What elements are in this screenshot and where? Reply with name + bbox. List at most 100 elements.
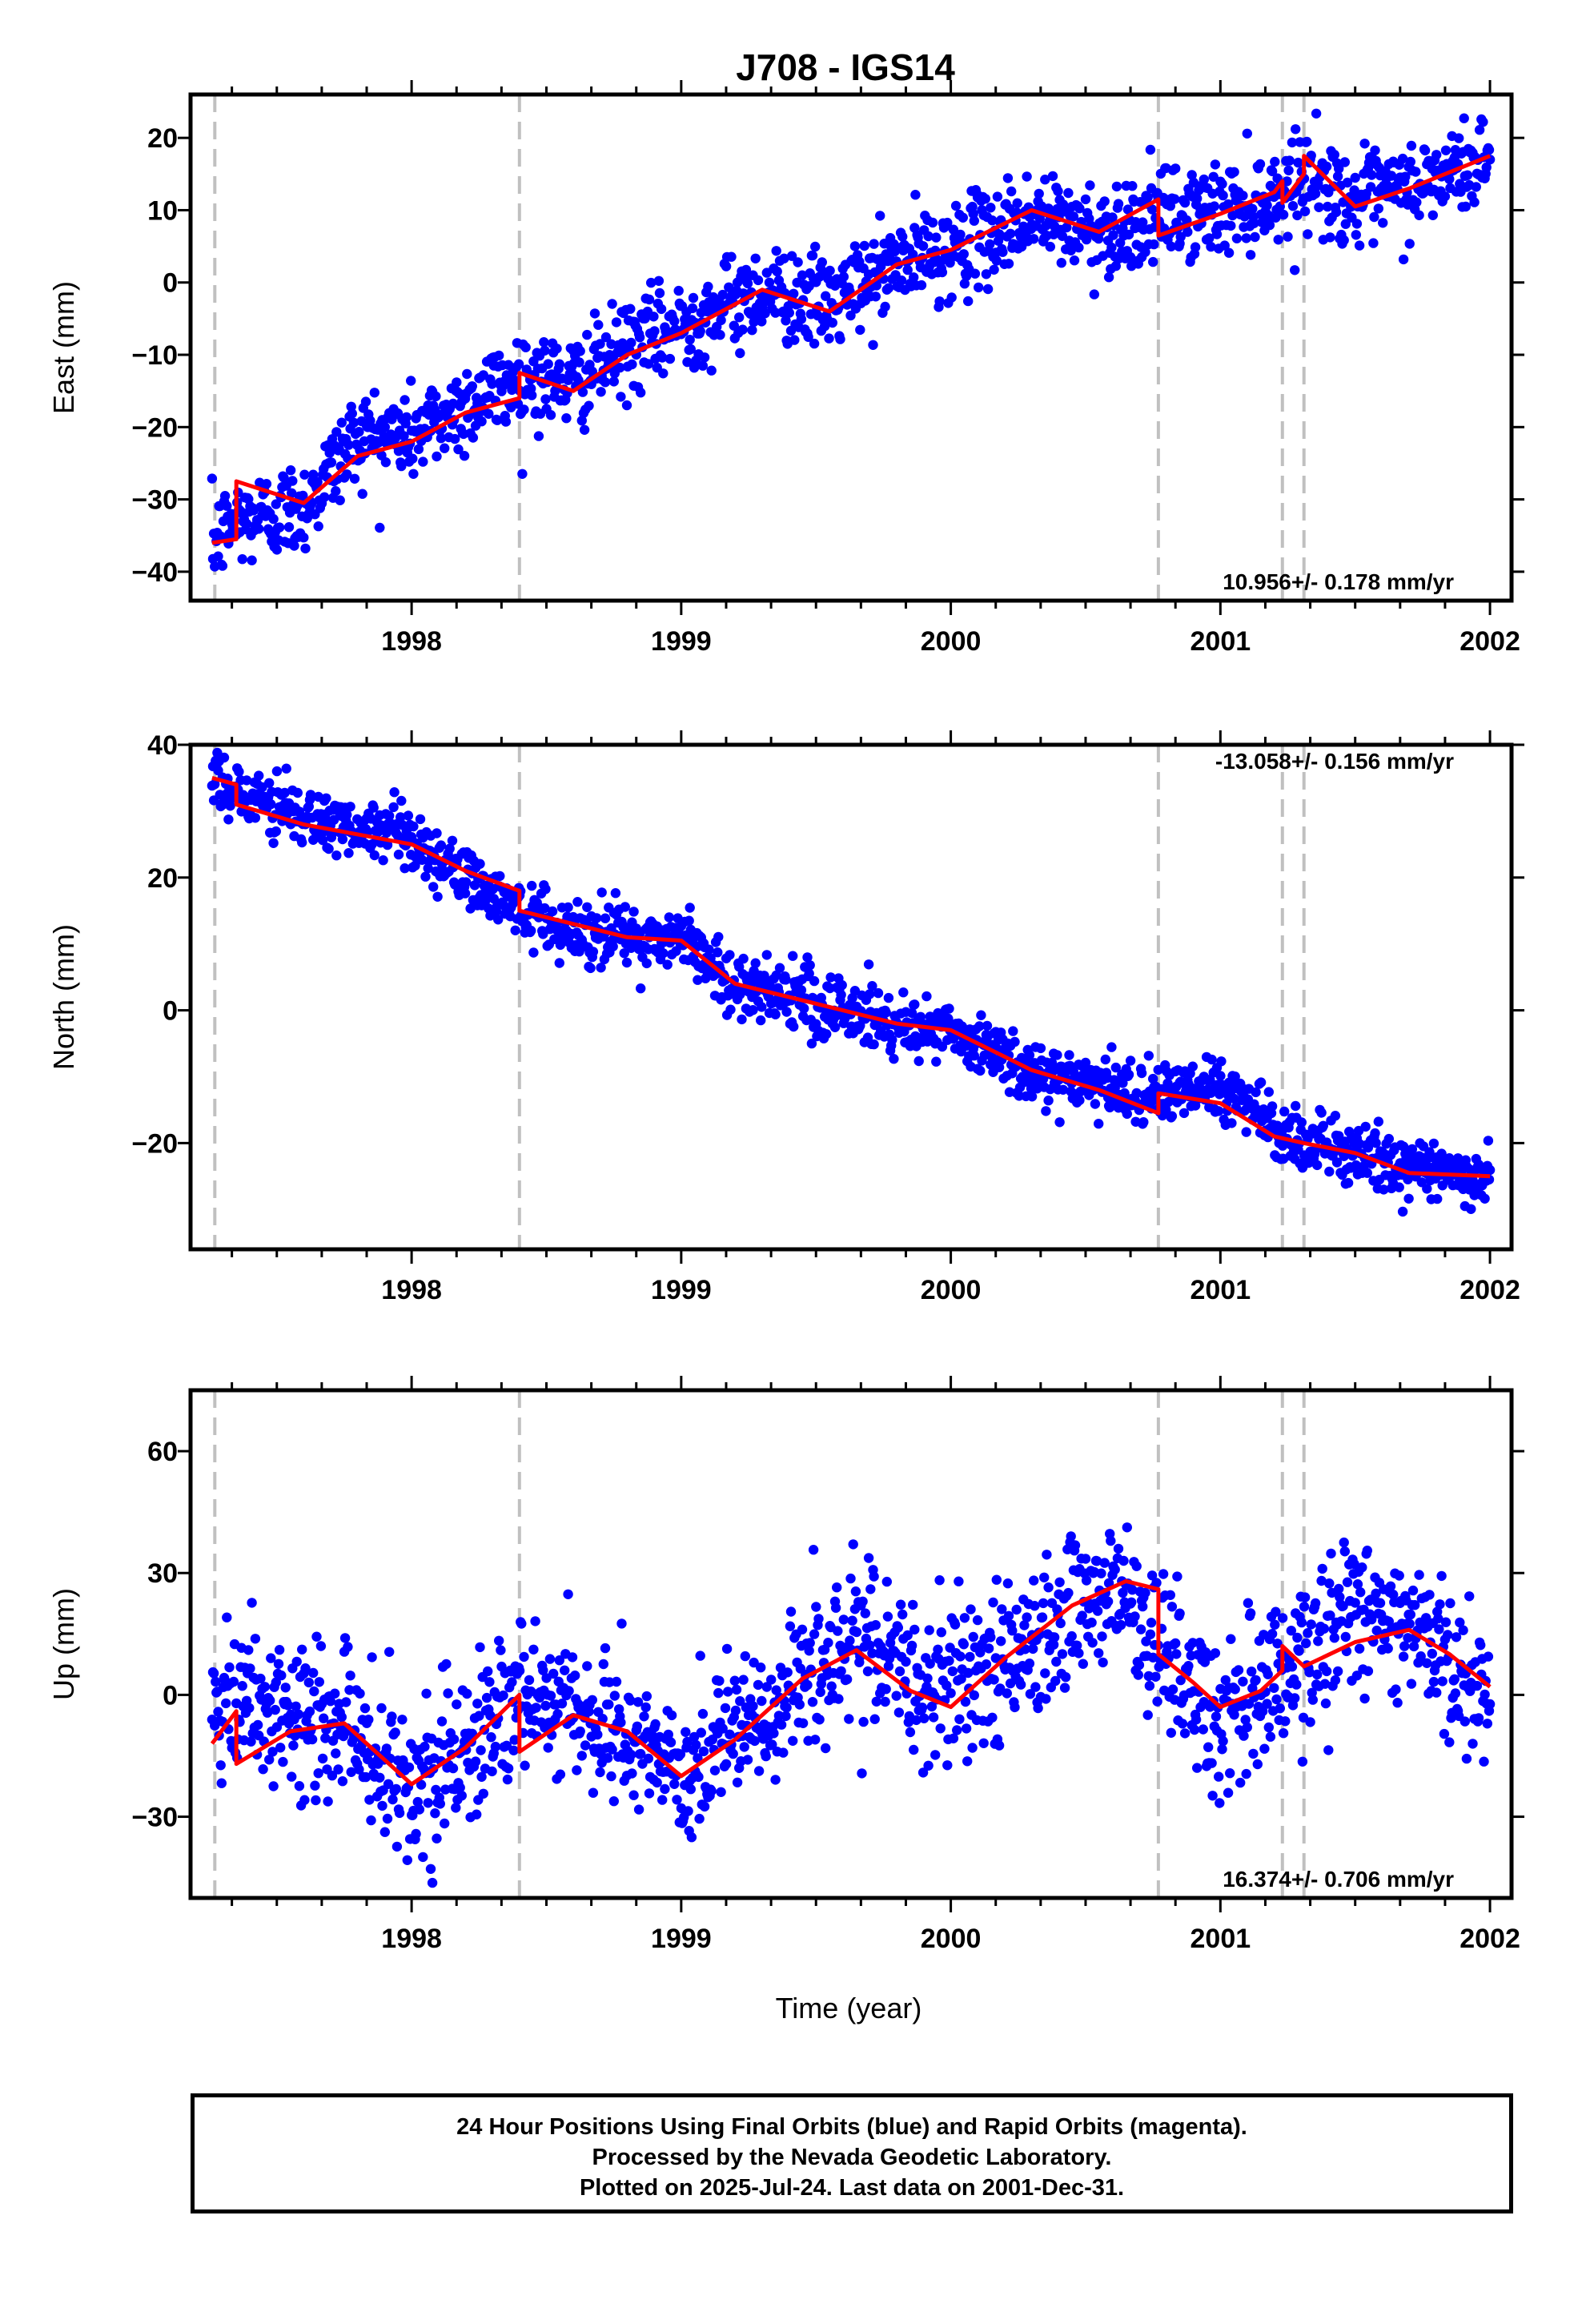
east-data-point — [268, 513, 279, 525]
up-data-point — [576, 1751, 587, 1761]
east-data-point — [648, 312, 659, 322]
up-data-point — [794, 1699, 805, 1710]
east-data-point — [319, 492, 330, 502]
east-data-point — [450, 433, 460, 444]
up-data-point — [563, 1589, 573, 1600]
north-data-point — [389, 787, 400, 798]
up-data-point — [865, 1640, 875, 1651]
up-data-point — [1482, 1719, 1493, 1729]
north-data-point — [1279, 1106, 1290, 1117]
up-data-point — [1359, 1693, 1370, 1704]
east-data-point — [533, 431, 544, 441]
north-data-point — [608, 941, 618, 952]
east-data-point — [942, 217, 953, 228]
east-data-point — [796, 314, 807, 324]
east-data-point — [1179, 197, 1191, 208]
north-data-point — [1080, 1057, 1091, 1068]
north-data-point — [750, 958, 761, 968]
up-data-point — [494, 1635, 504, 1646]
north-data-point — [1230, 1072, 1240, 1082]
north-x-tick-label: 1999 — [651, 1275, 712, 1305]
up-data-point — [639, 1711, 649, 1722]
north-data-point — [268, 838, 279, 849]
north-data-point — [863, 959, 874, 970]
up-data-point — [917, 1767, 929, 1778]
up-data-point — [1063, 1587, 1074, 1598]
north-data-point — [1125, 1055, 1136, 1066]
north-data-point — [1106, 1042, 1117, 1052]
up-break-lines — [213, 1390, 1306, 1898]
up-data-point — [1158, 1569, 1169, 1579]
east-data-point — [669, 316, 680, 327]
up-data-point — [686, 1832, 697, 1843]
north-data-point — [234, 766, 244, 777]
east-data-point — [1291, 124, 1301, 135]
north-data-point — [1407, 1144, 1418, 1155]
up-data-point — [897, 1609, 908, 1620]
north-data-point — [1024, 1050, 1035, 1060]
up-data-point — [416, 1779, 427, 1790]
east-data-point — [1431, 150, 1442, 160]
up-data-point — [1415, 1651, 1426, 1662]
north-data-point — [1123, 1069, 1134, 1080]
up-data-point — [1080, 1554, 1091, 1564]
up-data-point — [603, 1753, 613, 1763]
north-data-point — [781, 1007, 792, 1017]
east-data-point — [331, 486, 341, 497]
north-data-point — [837, 979, 847, 991]
up-data-point — [411, 1828, 421, 1839]
up-data-point — [1217, 1744, 1227, 1755]
up-data-point — [1286, 1626, 1297, 1636]
north-data-point — [1110, 1062, 1122, 1073]
up-data-point — [810, 1735, 821, 1745]
east-data-point — [299, 469, 310, 480]
east-data-point — [432, 451, 442, 462]
up-data-point — [1349, 1558, 1359, 1570]
north-plot-frame — [188, 742, 1514, 1252]
up-data-point — [1259, 1743, 1270, 1754]
east-data-point — [1339, 157, 1351, 167]
north-data-point — [547, 906, 558, 917]
east-data-point — [283, 522, 295, 533]
east-data-point — [1255, 159, 1266, 170]
up-data-point — [775, 1663, 786, 1673]
up-data-point — [1003, 1610, 1014, 1622]
east-data-point — [324, 448, 335, 458]
east-data-point — [540, 394, 551, 404]
up-data-point — [1024, 1659, 1035, 1669]
up-data-point — [851, 1626, 862, 1638]
up-data-point — [1483, 1651, 1494, 1662]
up-data-point — [923, 1760, 934, 1771]
east-data-point — [543, 359, 553, 369]
up-data-point — [729, 1675, 740, 1686]
north-data-point — [266, 799, 276, 810]
east-data-point — [989, 264, 999, 275]
up-data-point — [922, 1673, 933, 1683]
north-data-point — [1118, 1078, 1128, 1088]
up-data-point — [1405, 1609, 1416, 1620]
up-data-point — [863, 1553, 874, 1563]
north-data-point — [1312, 1160, 1323, 1171]
up-data-point — [1252, 1759, 1263, 1770]
east-data-point — [1218, 190, 1228, 201]
up-data-point — [1388, 1590, 1399, 1600]
north-y-tick-label: 40 — [147, 730, 178, 761]
up-data-point — [1203, 1742, 1214, 1752]
up-data-point — [414, 1804, 425, 1815]
up-data-point — [826, 1681, 837, 1691]
up-data-point — [1271, 1694, 1282, 1705]
up-data-point — [1367, 1614, 1377, 1625]
up-data-point — [470, 1756, 481, 1767]
east-data-point — [1439, 191, 1451, 202]
east-data-point — [1127, 181, 1138, 191]
east-data-point — [721, 261, 732, 271]
up-data-point — [1134, 1659, 1145, 1671]
up-data-point — [717, 1723, 728, 1734]
up-data-point — [968, 1631, 978, 1642]
up-data-point — [815, 1687, 825, 1698]
up-data-point — [598, 1659, 608, 1670]
up-data-point — [911, 1715, 921, 1726]
up-data-point — [814, 1715, 825, 1725]
east-data-point — [1273, 235, 1283, 245]
